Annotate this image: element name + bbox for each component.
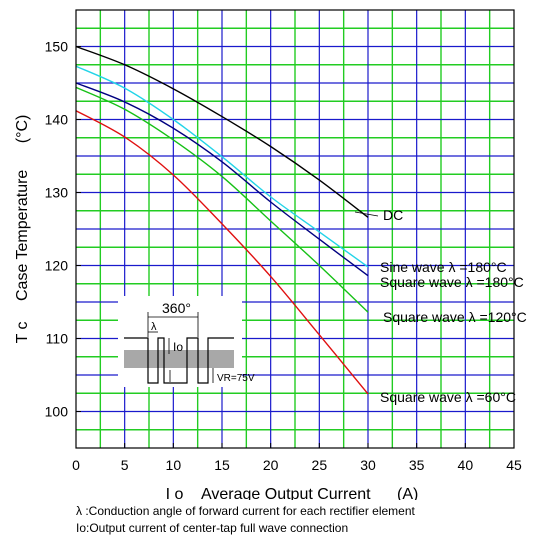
series-label-2: Square wave λ =180°C bbox=[380, 274, 524, 290]
y-tick-label: 130 bbox=[45, 185, 69, 201]
inset-shaded-band bbox=[124, 350, 234, 368]
series-line-1 bbox=[75, 65, 369, 268]
y-tick-label: 100 bbox=[45, 404, 69, 420]
note-io: Io:Output current of center-tap full wav… bbox=[76, 521, 349, 535]
x-axis-title: I o Average Output Current (A) bbox=[166, 486, 419, 500]
axis-titles: T c Case Temperature (°C) I o Average Ou… bbox=[14, 115, 418, 500]
x-axis-unit: (A) bbox=[397, 486, 418, 500]
y-axis-label: Case Temperature bbox=[14, 170, 31, 301]
x-tick-label: 35 bbox=[409, 457, 425, 473]
y-tick-label: 110 bbox=[46, 331, 69, 347]
waveform-inset: 360° λ Io VR=75V bbox=[118, 296, 255, 387]
series-line-2 bbox=[75, 82, 369, 277]
x-tick-label: 15 bbox=[214, 457, 230, 473]
series-line-3 bbox=[75, 86, 369, 313]
x-tick-label: 20 bbox=[263, 457, 279, 473]
inset-waveform bbox=[124, 337, 234, 384]
x-axis-symbol: I o bbox=[166, 486, 184, 500]
y-tick-label: 150 bbox=[45, 39, 69, 55]
series-label-0: DC bbox=[383, 207, 403, 223]
series-line-0 bbox=[75, 45, 369, 218]
inset-background bbox=[118, 296, 242, 387]
axis-ticks: 0 5 10 15 20 25 30 35 40 45 100 110 120 130 140 150 bbox=[45, 39, 522, 474]
y-axis-title: T c Case Temperature (°C) bbox=[14, 115, 31, 344]
note-lambda: λ :Conduction angle of forward current f… bbox=[76, 504, 415, 518]
inset-vr-label: VR=75V bbox=[217, 373, 255, 384]
y-axis-unit: (°C) bbox=[14, 115, 31, 144]
inset-angle-label: 360° bbox=[162, 300, 191, 316]
x-tick-label: 45 bbox=[506, 457, 522, 473]
x-tick-label: 5 bbox=[121, 457, 129, 473]
x-tick-label: 25 bbox=[312, 457, 328, 473]
series-label-1: Sine wave λ =180°C bbox=[380, 259, 507, 275]
plot-frame bbox=[75, 9, 515, 449]
y-tick-label: 120 bbox=[45, 258, 69, 274]
series-lines bbox=[75, 45, 369, 395]
major-gridlines bbox=[76, 10, 514, 448]
inset-io-label: Io bbox=[173, 340, 183, 354]
y-tick-label: 140 bbox=[45, 112, 69, 128]
derating-chart: 360° λ Io VR=75V 0 5 10 15 20 25 30 35 40 45 100 110 12… bbox=[14, 9, 527, 500]
x-axis-label: Average Output Current bbox=[201, 486, 371, 500]
y-axis-symbol: T c bbox=[14, 321, 31, 343]
series-label-3: Square wave λ =120°C bbox=[383, 309, 527, 325]
x-tick-label: 10 bbox=[166, 457, 182, 473]
series-label-4: Square wave λ =60°C bbox=[380, 389, 516, 405]
x-tick-label: 0 bbox=[72, 457, 80, 473]
x-tick-label: 30 bbox=[360, 457, 376, 473]
inset-lambda-label: λ bbox=[151, 321, 157, 333]
x-tick-label: 40 bbox=[458, 457, 474, 473]
series-line-4 bbox=[75, 110, 369, 395]
dc-leader-line bbox=[354, 211, 379, 217]
